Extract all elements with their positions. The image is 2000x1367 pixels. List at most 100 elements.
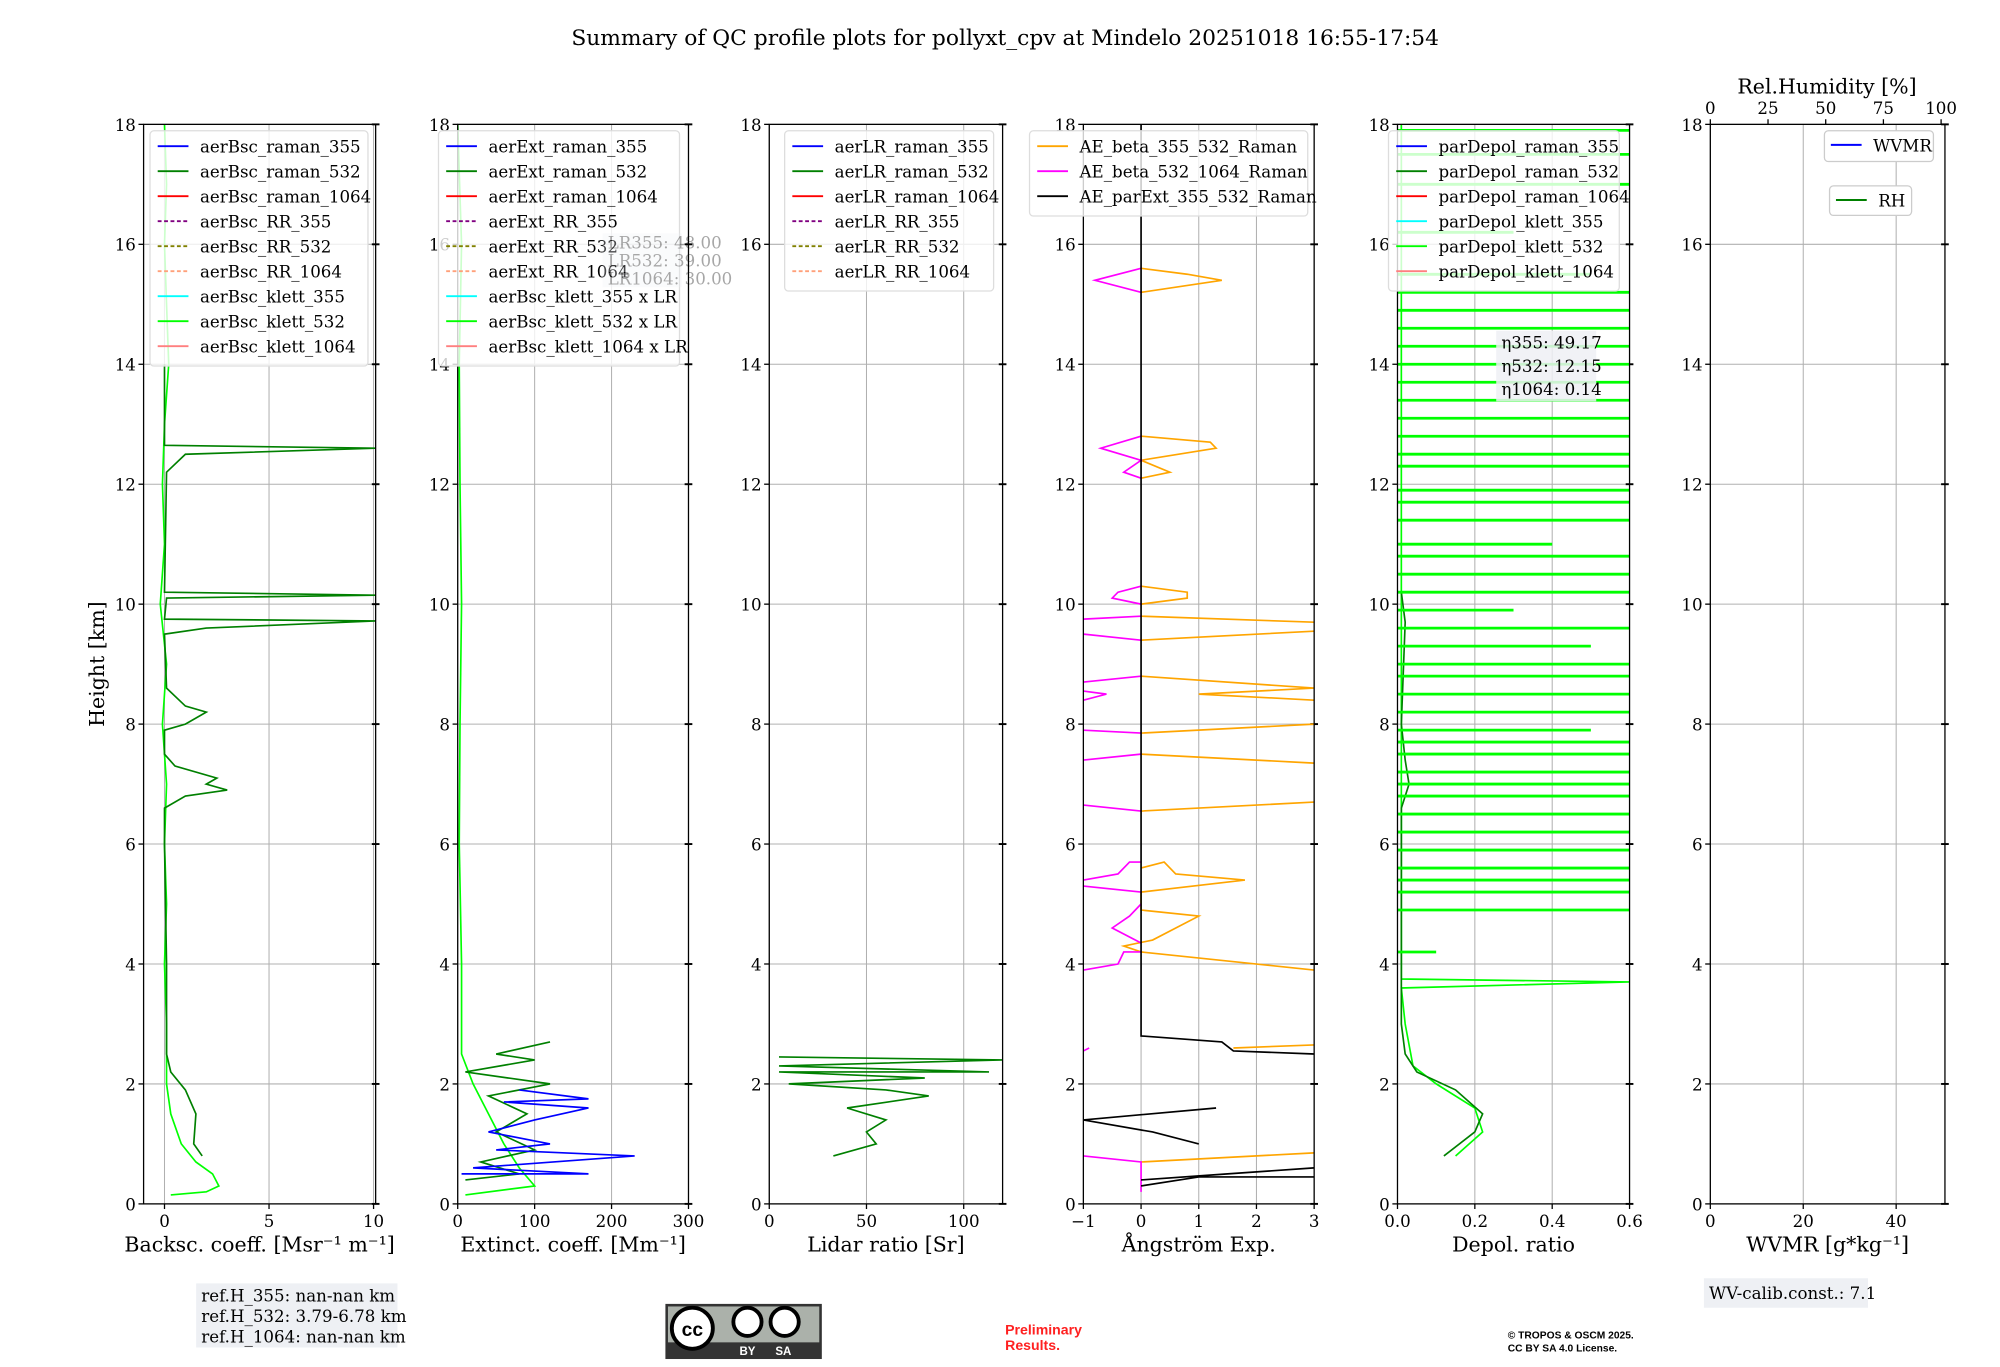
series-AE_parExt_355_532_Raman [1083,124,1315,1187]
legend-label: aerExt_RR_1064 [488,263,628,282]
y-tick-label: 18 [1369,116,1390,135]
y-tick-label: 10 [429,596,450,615]
x-tick-label: 0.4 [1539,1212,1566,1231]
legend-label: aerBsc_klett_532 x LR [488,313,677,332]
legend-label: WVMR [1873,136,1932,155]
legend-label: aerExt_RR_532 [488,238,618,257]
y-tick-label: 2 [1065,1075,1076,1094]
y-tick-label: 2 [125,1075,136,1094]
svg-text:SA: SA [775,1346,792,1358]
axes-frame [1082,123,1315,1205]
legend-label: aerBsc_RR_1064 [200,263,342,282]
y-tick-label: 6 [125,835,136,854]
legend-label: parDepol_raman_1064 [1439,188,1630,207]
axes-frame [1709,123,1946,1205]
panel-3: 0 50 100 0 2 4 6 8 10 12 14 16 18 Lidar ratio [Sr] aer… [740,116,1007,1256]
y-tick-label: 14 [740,356,761,375]
y-tick-label: 16 [115,236,136,255]
legend-label: parDepol_klett_532 [1439,238,1604,257]
y-tick-label: 8 [1065,716,1076,735]
legend-label: aerLR_RR_532 [835,238,960,257]
series-aerExt_raman_532 [465,1041,551,1181]
wv-calib-constant: WV-calib.const.: 7.1 [1709,1284,1876,1303]
legend-label: aerBsc_klett_1064 [200,338,356,357]
legend: aerLR_raman_355 aerLR_raman_532 aerLR_rama… [784,130,1000,292]
cc-icon [669,1305,715,1351]
legend-label: aerLR_raman_1064 [835,188,1000,207]
x-tick-label: 100 [519,1212,551,1231]
y-tick-label: 2 [1692,1075,1703,1094]
x-tick-label: 0.0 [1384,1212,1411,1231]
axes-frame [142,123,377,1205]
svg-text:BY: BY [739,1346,755,1358]
copyright-line-1: © TROPOS & OSCM 2025. [1508,1331,1634,1342]
x-tick-label: 0 [1705,1212,1716,1231]
top-tick-label: 100 [1925,99,1957,118]
y-tick-label: 0 [751,1195,762,1214]
x-tick-label: 3 [1309,1212,1320,1231]
legend-label: aerExt_raman_355 [488,138,647,157]
axes-frame [768,123,1004,1205]
y-tick-label: 4 [1692,955,1703,974]
wv-calib-box: WV-calib.const.: 7.1 [1703,1278,1876,1308]
ref-height-box: ref.H_355: nan-nan km ref.H_532: 3.79-6.… [196,1283,407,1348]
series-aerBsc_klett_532 x LR [457,124,537,1196]
x-tick-label: 1 [1193,1212,1204,1231]
legend-label: aerBsc_klett_355 x LR [488,288,677,307]
y-tick-label: 18 [429,116,450,135]
x-tick-label: 0.2 [1462,1212,1489,1231]
series-aerLR_raman_532 [778,1056,1003,1157]
y-tick-label: 2 [751,1075,762,1094]
x-axis-label: Extinct. coeff. [Mm⁻¹] [460,1232,686,1256]
panel-1: 0 5 10 0 2 4 6 8 10 12 14 16 18 Backsc. coeff. [Msr⁻¹… [115,116,395,1257]
axes-frame [1396,123,1631,1205]
legend-label: aerLR_RR_1064 [835,263,970,282]
legend-label: RH [1878,191,1905,210]
x-tick-label: −1 [1071,1212,1096,1231]
legend-label: aerExt_raman_532 [488,163,647,182]
legend-label: aerLR_raman_532 [835,163,989,182]
legend-label: aerExt_RR_355 [488,213,618,232]
series-AE_beta_532_1064_Raman [1083,267,1143,1192]
axes-frame [457,123,690,1205]
annotation-line: η1064: 0.14 [1501,380,1601,399]
y-tick-label: 18 [740,116,761,135]
y-tick-label: 14 [115,356,136,375]
x-axis-label: Lidar ratio [Sr] [807,1232,964,1256]
series-aerBsc_raman_532 [163,364,376,1157]
legend-label: aerBsc_RR_532 [200,238,331,257]
copyright-line-2: CC BY SA 4.0 License. [1508,1343,1618,1354]
y-tick-label: 0 [1379,1195,1390,1214]
panel-5: 0.0 0.2 0.4 0.6 0 2 4 6 8 10 12 14 16 18 Depol. ratio p… [1369,116,1643,1257]
top-tick-label: 50 [1815,99,1836,118]
x-tick-label: 5 [264,1212,275,1231]
x-tick-label: 0 [452,1212,463,1231]
y-tick-label: 14 [1054,356,1075,375]
legend-label: aerLR_RR_355 [835,213,960,232]
ref-height-355: ref.H_355: nan-nan km [201,1286,395,1305]
top-tick-label: 75 [1873,99,1894,118]
y-tick-label: 12 [1054,476,1075,495]
annotation-line: LR532: 39.00 [608,252,722,271]
y-tick-label: 6 [1379,835,1390,854]
y-tick-label: 12 [740,476,761,495]
x-axis-label: WVMR [g*kg⁻¹] [1746,1232,1909,1256]
x-tick-label: 200 [596,1212,628,1231]
y-tick-label: 8 [751,716,762,735]
y-tick-label: 8 [125,716,136,735]
y-tick-label: 6 [1065,835,1076,854]
y-tick-label: 4 [1379,955,1390,974]
y-tick-label: 4 [751,955,762,974]
legend: AE_beta_355_532_Raman AE_beta_532_1064_Ra… [1028,130,1317,217]
y-tick-label: 16 [740,236,761,255]
y-tick-label: 6 [439,835,450,854]
y-tick-label: 0 [125,1195,136,1214]
y-tick-label: 6 [1692,835,1703,854]
top-tick-label: 25 [1757,99,1778,118]
x-axis-label: Depol. ratio [1452,1232,1575,1256]
series-parDepol_klett_532 [1400,124,1630,1157]
x-axis-label: Ångström Exp. [1121,1231,1276,1256]
legend-label: aerBsc_klett_532 [200,313,345,332]
panel-6: 0 20 40 0 2 4 6 8 10 12 14 16 18 WVMR [g*kg⁻¹] WVMR RH 0… [1681,75,1957,1257]
